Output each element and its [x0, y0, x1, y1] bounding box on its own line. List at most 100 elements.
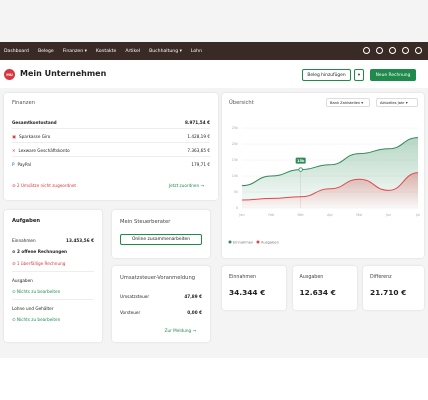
marker-label: 15k [297, 159, 305, 163]
card-title: Mein Steuerberater [120, 219, 171, 225]
account-name: Sparkasse Giro [18, 134, 51, 139]
account-name: PayPal [17, 162, 31, 167]
dropdown-button[interactable]: ▾ [354, 69, 364, 81]
nav-icons [363, 47, 422, 54]
y-tick-label: 15k [232, 158, 238, 162]
kpi-card: Einnahmen 34.344 € [222, 266, 286, 310]
action-link[interactable]: Zur Meldung → [164, 328, 196, 333]
legend-swatch [228, 240, 232, 244]
account-row: ✕ Lexware Geschäftskonto 7.363,65 € [12, 148, 210, 153]
account-label: ▣ Sparkasse Giro [12, 134, 50, 139]
x-tick-label: Mär [297, 213, 304, 217]
icon[interactable] [376, 47, 383, 54]
y-tick-label: 25k [232, 126, 238, 130]
card-title: Übersicht [229, 100, 254, 106]
label: Einnahmen [12, 238, 36, 243]
label: Ausgaben [12, 278, 33, 283]
nav-item[interactable]: Artikel [125, 48, 141, 54]
advisor-button[interactable]: Online zusammenarbeiten [120, 234, 202, 245]
icon[interactable] [402, 47, 409, 54]
legend-label: Ausgaben [261, 240, 279, 244]
vat-row: Vorsteuer 0,00 € [120, 310, 202, 315]
nav-item[interactable]: Lohn [190, 48, 203, 54]
nav-item[interactable]: Kontakte [95, 48, 117, 54]
marker-badge [295, 157, 306, 164]
account-label: ✕ Lexware Geschäftskonto [12, 148, 70, 153]
status-text: Nichts zu bearbeiten [16, 317, 61, 322]
status[interactable]: ⊘ 1 überfällige Rechnung [12, 261, 66, 266]
vat-card: Umsatzsteuer-Voranmeldung Zur Meldung → … [112, 266, 210, 342]
status-text: Nichts zu bearbeiten [16, 289, 61, 294]
nav-item[interactable]: Dashboard [4, 48, 29, 54]
x-tick-label: Apr [327, 213, 333, 217]
filter[interactable]: Aktuelles Jahr ▾ [376, 98, 418, 107]
x-tick-label: Mai [356, 213, 362, 217]
x-tick-label: Jul [415, 213, 420, 217]
legend-label: Einnahmen [233, 240, 253, 244]
filter[interactable]: Bank Zahlstellen ▾ [326, 98, 370, 107]
card-title: Umsatzsteuer-Voranmeldung [120, 275, 196, 281]
action-link[interactable]: Jetzt zuordnen → [168, 183, 204, 188]
status[interactable]: ⊘ 2 offene Rechnungen [12, 249, 68, 254]
chart: 0 5k 10k 15k 20k 25k Jan Feb Mär Apr Mai Jun Jul 15k E… [228, 126, 420, 244]
legend-swatch [256, 240, 260, 244]
kpi-label: Ausgaben [299, 275, 324, 280]
account-value: 8.971,54 € [184, 120, 210, 125]
advisor-card: Mein Steuerberater Online zusammenarbeit… [112, 210, 210, 258]
filter-text: Bank Zahlstellen [330, 101, 361, 105]
warning: ⊘ 2 Umsätze nicht zugeordnet [12, 183, 77, 188]
overview-card: Übersicht Bank Zahlstellen ▾ Aktuelles J… [222, 93, 424, 258]
x-tick-label: Jan [238, 213, 244, 217]
line [241, 137, 419, 187]
status: ⊙ Nichts zu bearbeiten [12, 317, 61, 322]
label: Lohne und Gehälter [12, 306, 54, 311]
kpi-label: Einnahmen [229, 275, 257, 280]
header: MU Mein Unternehmen Beleg hinzufügen ▾ N… [0, 60, 428, 88]
icon[interactable] [389, 47, 396, 54]
kpi-value: 21.710 € [370, 288, 407, 297]
finances-card: Finanzen ⊘ 2 Umsätze nicht zugeordnet Je… [4, 93, 218, 200]
tasks-card: Aufgaben Einnahmen 13.453,56 € ⊘ 2 offene… [4, 210, 102, 342]
y-tick-label: 5k [234, 190, 238, 194]
account-icon: ▣ [12, 134, 16, 139]
vat-label: Umsatzsteuer [120, 294, 150, 299]
x-tick-label: Jun [385, 213, 391, 217]
account-row: Gesamtkontostand 8.971,54 € [12, 120, 210, 125]
page-title: Mein Unternehmen [20, 69, 107, 78]
warning-text: 2 Umsätze nicht zugeordnet [16, 183, 77, 188]
row: Einnahmen 13.453,56 € [12, 238, 94, 243]
kpi-label: Differenz [370, 275, 392, 280]
account-name: Gesamtkontostand [12, 120, 57, 125]
nav-bar: Dashboard Belege Finanzen ▾ Kontakte Artikel… [0, 42, 428, 60]
account-label: Gesamtkontostand [12, 120, 57, 125]
value: 13.453,56 € [66, 238, 94, 243]
icon[interactable] [415, 47, 422, 54]
account-value: 7.363,65 € [187, 148, 210, 153]
divider [12, 271, 94, 272]
nav-item[interactable]: Belege [37, 48, 54, 54]
account-label: P PayPal [12, 162, 31, 167]
icon[interactable] [363, 47, 370, 54]
kpi-value: 12.634 € [299, 288, 336, 297]
account-icon: P [12, 162, 15, 167]
kpi-card: Ausgaben 12.634 € [292, 266, 357, 310]
y-tick-label: 0 [236, 206, 238, 210]
kpi-value: 34.344 € [229, 288, 266, 297]
kpi-card: Differenz 21.710 € [363, 266, 424, 310]
nav-item[interactable]: Finanzen ▾ [62, 48, 87, 54]
marker [298, 167, 303, 172]
vat-row: Umsatzsteuer 47,89 € [120, 294, 202, 299]
account-name: Lexware Geschäftskonto [18, 148, 70, 153]
account-value: 179,71 € [191, 162, 210, 167]
account-icon: ✕ [12, 148, 16, 153]
footer-area [0, 358, 428, 400]
vat-value: 0,00 € [187, 310, 202, 315]
nav-item[interactable]: Buchhaltung ▾ [149, 48, 182, 54]
vat-value: 47,89 € [184, 294, 202, 299]
account-row: P PayPal 179,71 € [12, 162, 210, 167]
new-invoice-button[interactable]: Neue Rechnung [370, 69, 416, 81]
divider [12, 142, 210, 143]
status-text: 1 überfällige Rechnung [16, 261, 66, 266]
add-button[interactable]: Beleg hinzufügen [302, 69, 351, 81]
